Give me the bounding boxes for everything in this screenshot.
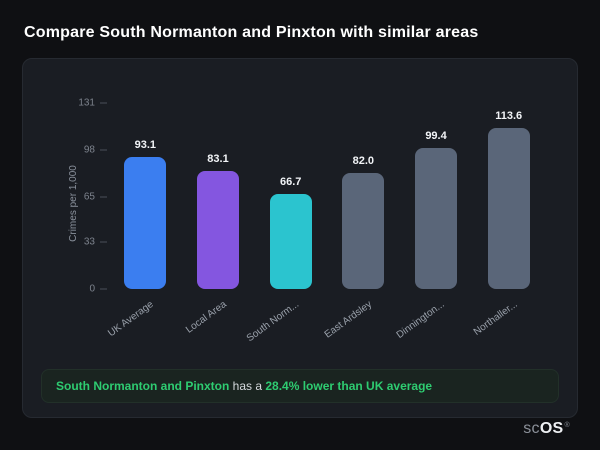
summary-area-name: South Normanton and Pinxton: [56, 379, 230, 393]
x-axis-label: South Norm...: [244, 299, 302, 345]
page: Compare South Normanton and Pinxton with…: [22, 24, 578, 418]
y-tick-mark: [100, 288, 107, 290]
x-axis-label: UK Average: [106, 299, 157, 340]
logo-suffix: OS: [539, 420, 564, 437]
y-axis-tick: 33: [75, 237, 107, 248]
bar-group: 113.6 Northaller...: [472, 103, 535, 338]
y-tick-label: 33: [83, 236, 95, 248]
x-axis-label: Local Area: [183, 299, 229, 336]
logo-prefix: sc: [523, 420, 540, 437]
bar-group: 83.1 Local Area: [184, 103, 245, 336]
summary-middle-text: has a: [229, 379, 266, 393]
bar[interactable]: [196, 171, 240, 289]
bar-value-label: 113.6: [495, 109, 523, 122]
x-axis-label: Northaller...: [471, 299, 520, 338]
bar-value-label: 82.0: [352, 154, 375, 167]
bar[interactable]: [124, 156, 167, 289]
y-axis-tick: 98: [75, 144, 107, 155]
x-axis-label: Dinnington...: [394, 299, 447, 341]
bar[interactable]: [414, 147, 458, 289]
bar-value-label: 99.4: [425, 129, 447, 142]
y-tick-mark: [100, 196, 107, 198]
plot-area: 131 98 65 33 0 93.1 UK Average 83.1 Local Area 66…: [78, 98, 539, 344]
bar[interactable]: [487, 127, 530, 289]
y-tick-label: 0: [89, 283, 95, 295]
y-tick-mark: [100, 149, 107, 151]
summary-stat: 28.4% lower than UK average: [265, 379, 433, 393]
bar-group: 99.4 Dinnington...: [395, 103, 463, 341]
bar[interactable]: [342, 172, 385, 289]
y-axis-label: Crimes per 1,000: [67, 165, 79, 242]
bar-value-label: 93.1: [134, 138, 157, 151]
page-title: Compare South Normanton and Pinxton with…: [24, 24, 479, 41]
y-tick-label: 131: [78, 97, 95, 109]
summary-note: South Normanton and Pinxton has a 28.4% …: [41, 369, 559, 403]
bar-value-label: 83.1: [207, 153, 229, 166]
y-tick-label: 98: [83, 144, 95, 156]
bar[interactable]: [269, 194, 312, 289]
y-axis-tick: 131: [75, 98, 107, 109]
y-tick-label: 65: [83, 191, 95, 203]
y-axis-tick: 65: [75, 191, 107, 202]
y-tick-mark: [100, 102, 107, 104]
bar-chart: Crimes per 1,000 131 98 65 33 0 93.1 UK Averag…: [41, 98, 559, 355]
y-axis-tick: 0: [75, 284, 107, 295]
x-axis-label: East Ardsley: [322, 299, 375, 341]
bar-group: 66.7 South Norm...: [245, 103, 317, 344]
bar-value-label: 66.7: [279, 176, 302, 189]
chart-card: Crimes per 1,000 131 98 65 33 0 93.1 UK Averag…: [22, 58, 578, 418]
bar-group: 82.0 East Ardsley: [323, 103, 390, 341]
registered-trademark-icon: ®: [564, 421, 570, 429]
bar-group: 93.1 UK Average: [107, 103, 172, 339]
y-tick-mark: [100, 241, 107, 243]
scos-logo: scOS®: [523, 420, 570, 438]
